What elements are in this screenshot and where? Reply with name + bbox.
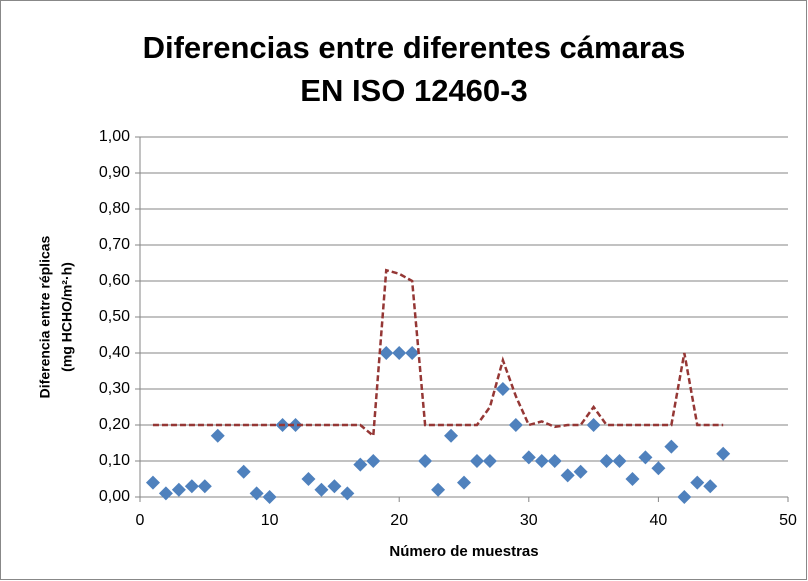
marker xyxy=(508,418,523,432)
marker xyxy=(599,454,614,468)
marker xyxy=(171,482,186,497)
marker xyxy=(690,475,705,490)
marker xyxy=(547,454,562,468)
marker xyxy=(677,490,692,504)
y-tick-label: 0,10 xyxy=(99,452,130,469)
y-tick-label: 0,90 xyxy=(99,164,130,181)
y-tick-label: 0,20 xyxy=(99,416,130,433)
marker xyxy=(145,475,160,490)
marker xyxy=(327,479,342,494)
marker xyxy=(301,472,316,486)
chart-title: EN ISO 12460-3 xyxy=(300,73,527,108)
x-tick-label: 30 xyxy=(520,512,538,529)
marker xyxy=(444,428,459,443)
marker xyxy=(521,450,536,465)
y-tick-label: 0,50 xyxy=(99,308,130,325)
marker xyxy=(314,482,329,497)
marker xyxy=(703,479,718,494)
marker xyxy=(379,346,394,360)
marker xyxy=(353,457,368,472)
y-axis-label: (mg HCHO/m²·h) xyxy=(59,262,75,372)
marker xyxy=(625,472,640,486)
marker xyxy=(262,490,277,504)
marker xyxy=(664,439,679,454)
marker xyxy=(638,450,653,465)
marker xyxy=(392,346,407,360)
y-tick-label: 0,30 xyxy=(99,380,130,397)
marker xyxy=(495,382,510,396)
x-tick-label: 40 xyxy=(650,512,668,529)
y-tick-label: 0,60 xyxy=(99,272,130,289)
x-tick-label: 10 xyxy=(261,512,279,529)
marker xyxy=(573,464,588,479)
marker xyxy=(184,479,199,494)
marker xyxy=(534,454,549,468)
marker xyxy=(340,486,355,501)
y-tick-label: 0,40 xyxy=(99,344,130,361)
marker xyxy=(457,475,471,490)
y-tick-label: 0,80 xyxy=(99,200,130,217)
marker xyxy=(197,479,212,494)
marker xyxy=(210,428,225,443)
marker xyxy=(366,454,381,468)
marker xyxy=(431,482,446,497)
marker xyxy=(482,454,497,468)
marker xyxy=(418,454,433,468)
marker xyxy=(158,486,173,501)
y-tick-label: 0,70 xyxy=(99,236,130,253)
marker xyxy=(560,468,575,483)
marker xyxy=(249,486,264,501)
marker xyxy=(586,418,601,432)
marker xyxy=(405,346,420,360)
x-tick-label: 50 xyxy=(779,512,797,529)
chart-title: Diferencias entre diferentes cámaras xyxy=(143,30,686,65)
x-axis-label: Número de muestras xyxy=(389,543,538,560)
marker xyxy=(716,446,731,461)
y-tick-label: 1,00 xyxy=(99,128,130,145)
marker xyxy=(651,461,666,476)
marker xyxy=(612,454,627,468)
marker xyxy=(288,418,303,432)
x-tick-label: 20 xyxy=(390,512,408,529)
y-axis-label: Diferencia entre réplicas xyxy=(37,235,53,398)
marker xyxy=(236,464,251,479)
line xyxy=(152,268,724,439)
marker xyxy=(469,454,484,468)
y-tick-label: 0,00 xyxy=(99,488,130,505)
x-tick-label: 0 xyxy=(136,512,145,529)
